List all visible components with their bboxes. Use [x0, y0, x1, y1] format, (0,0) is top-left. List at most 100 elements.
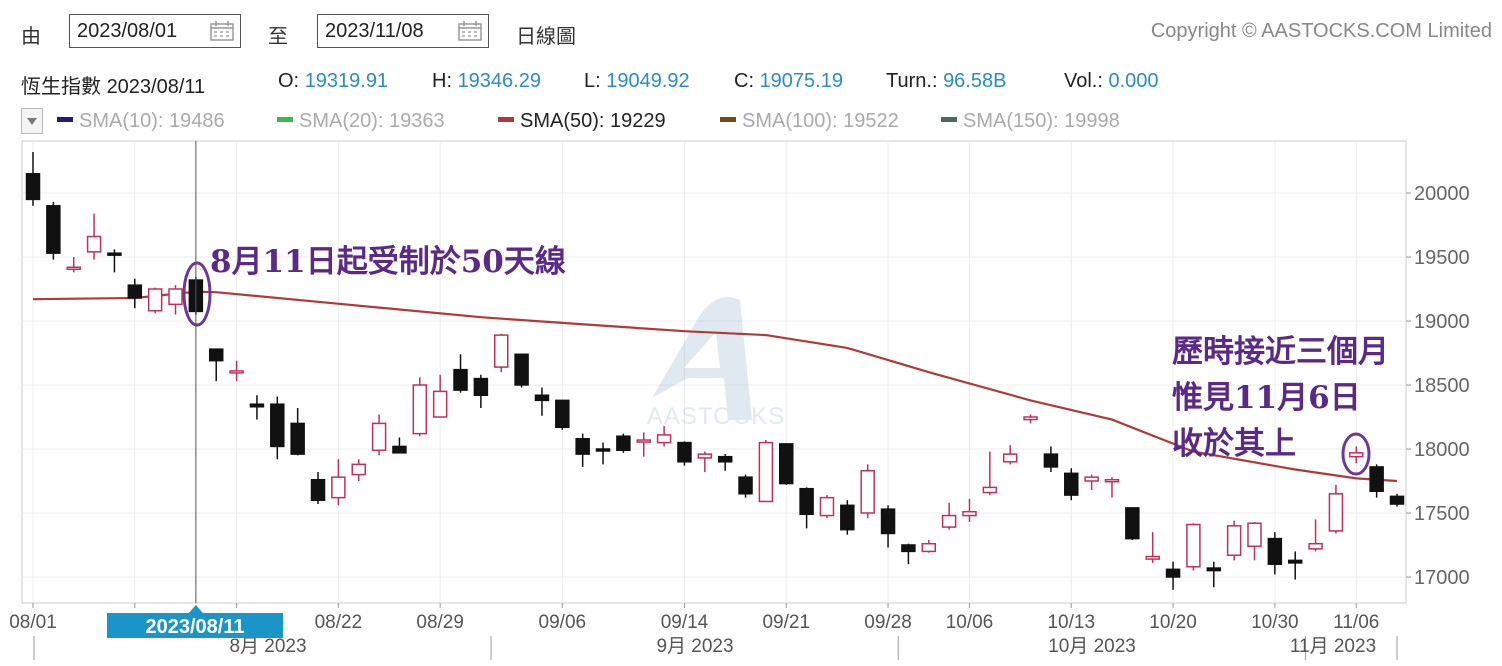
candle-08-09 — [147, 287, 163, 314]
candle-08-16 — [249, 395, 265, 420]
candle-body — [25, 173, 41, 201]
candle-body — [738, 476, 753, 495]
candle-08-30 — [453, 354, 468, 393]
candle-09-14 — [677, 441, 692, 466]
candle-10-09 — [982, 451, 998, 496]
candle-10-03 — [901, 543, 916, 565]
candle-09-15 — [697, 451, 713, 473]
candle-09-22 — [799, 487, 814, 529]
crosshair-date-box — [107, 613, 283, 638]
candle-11-02 — [1328, 484, 1344, 534]
y-tick-label: 18000 — [1414, 439, 1470, 461]
candle-body — [1328, 493, 1344, 532]
candle-body — [1084, 476, 1099, 482]
candle-08-15 — [229, 360, 244, 382]
candle-08-25 — [392, 437, 407, 454]
candle-08-24 — [371, 414, 387, 456]
axes: 17000 17500 18000 18500 19000 19500 20000 08/01… — [9, 183, 1470, 660]
candle-09-21 — [779, 443, 794, 485]
candle-09-27 — [860, 464, 875, 519]
candle-08-23 — [351, 459, 366, 481]
candle-08-21 — [310, 472, 326, 505]
watermark-logo-cut — [684, 332, 720, 368]
candle-08-10 — [168, 285, 183, 315]
volume-readout: Vol.: 0.000 — [1064, 70, 1159, 93]
from-date-field[interactable]: 2023/08/01 — [69, 14, 241, 48]
candle-body — [127, 284, 143, 299]
candle-body — [840, 504, 855, 531]
x-tick-label: 08/22 — [315, 612, 363, 633]
candle-10-11 — [1023, 414, 1038, 424]
candle-body — [107, 252, 122, 256]
y-tick-label: 17500 — [1414, 503, 1470, 525]
candle-body — [534, 394, 550, 402]
x-tick-label: 10/13 — [1047, 612, 1095, 633]
candle-body — [982, 486, 998, 494]
from-label: 由 — [21, 26, 41, 48]
sma-legend-item-150[interactable]: SMA(150): 19998 — [941, 110, 1120, 133]
candle-body — [473, 377, 489, 396]
candle-09-05 — [534, 387, 550, 416]
candle-10-24 — [1186, 523, 1201, 571]
open-value: 19319.91 — [304, 70, 389, 92]
calendar-icon[interactable] — [210, 21, 234, 41]
index-name: 恆生指數 — [21, 76, 101, 98]
candle-body — [717, 455, 733, 463]
candle-08-14 — [208, 348, 224, 382]
aastocks-watermark: AASTOCKS — [647, 297, 785, 430]
sma-legend-item-10[interactable]: SMA(10): 19486 — [57, 110, 225, 133]
annotation-note-1: 8月11日起受制於50天線 — [210, 244, 566, 280]
candle-body — [1247, 522, 1262, 548]
turnover-readout: Turn.: 96.58B — [886, 70, 1006, 93]
candle-body — [1125, 507, 1140, 540]
candles-series — [25, 152, 1405, 590]
high-label: H: — [432, 70, 452, 92]
candle-09-11 — [616, 433, 631, 453]
from-date-value: 2023/08/01 — [77, 20, 178, 42]
sma-legend-item-100[interactable]: SMA(100): 19522 — [720, 110, 899, 133]
candle-10-31 — [1287, 551, 1303, 580]
chart-type-selector[interactable]: 日線圖 — [516, 26, 576, 48]
highlight-circle-0811 — [182, 261, 212, 327]
info-date: 2023/08/11 — [106, 76, 206, 98]
candle-body — [1287, 559, 1303, 564]
y-tick-label: 17000 — [1414, 567, 1470, 589]
sma-legend-item-50[interactable]: SMA(50): 19229 — [498, 110, 666, 133]
candle-body — [66, 266, 81, 270]
candle-09-04 — [514, 353, 529, 388]
candle-body — [799, 487, 814, 516]
candle-09-06 — [555, 399, 570, 430]
candle-08-17 — [270, 396, 285, 460]
candle-body — [962, 510, 977, 517]
x-tick-label: 08/29 — [416, 612, 464, 633]
legend-label: SMA(10): 19486 — [79, 110, 225, 132]
indicator-dropdown-button[interactable] — [21, 108, 43, 134]
candle-body — [1023, 416, 1038, 421]
x-tick-label: 09/28 — [864, 612, 912, 633]
candle-body — [779, 443, 794, 485]
candle-body — [880, 508, 896, 535]
candle-body — [921, 542, 937, 553]
candle-body — [1002, 453, 1018, 463]
calendar-icon[interactable] — [458, 21, 482, 41]
candle-11-08 — [1389, 493, 1405, 507]
candle-body — [310, 478, 326, 501]
highlight-circle-1106 — [1341, 432, 1371, 476]
legend-swatch — [57, 117, 73, 123]
plot-area — [21, 140, 1407, 604]
candle-body — [1043, 453, 1059, 468]
month-label: 11月 2023 — [1290, 636, 1376, 657]
watermark-text: AASTOCKS — [647, 403, 785, 430]
x-tick-label: 09/14 — [661, 612, 709, 633]
to-date-field[interactable]: 2023/11/08 — [317, 14, 489, 48]
crosshair-date-label: 2023/08/11 — [146, 616, 245, 638]
candle-body — [208, 348, 224, 362]
candle-08-22 — [331, 459, 346, 506]
candle-08-29 — [432, 374, 448, 418]
chart-grid — [21, 140, 1407, 604]
candle-10-13 — [1064, 468, 1079, 501]
sma-legend-item-20[interactable]: SMA(20): 19363 — [277, 110, 445, 133]
candle-10-20 — [1165, 561, 1181, 590]
candle-10-16 — [1084, 474, 1099, 490]
